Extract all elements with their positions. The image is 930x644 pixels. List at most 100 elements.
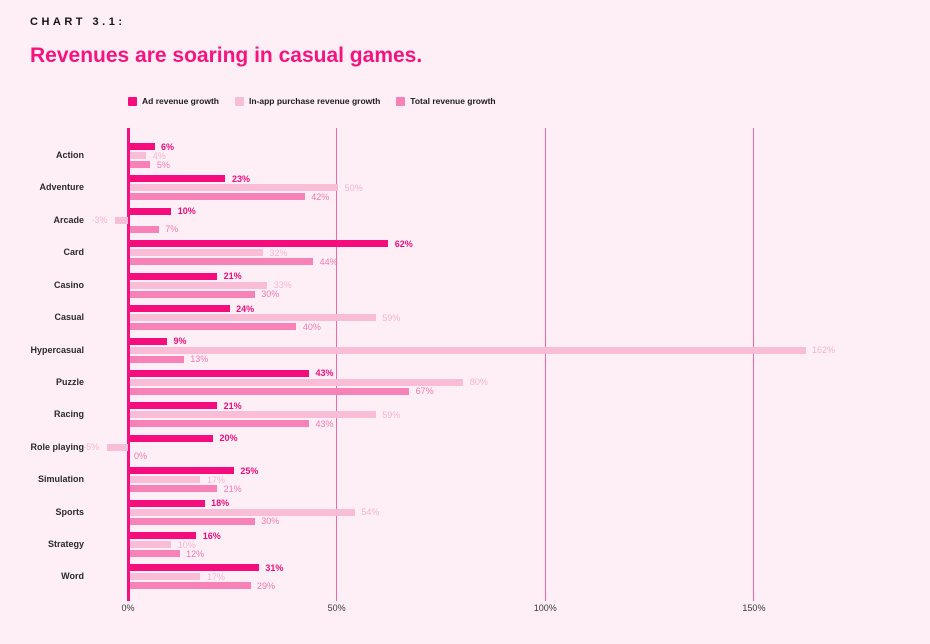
bar-value-label: 21%: [223, 400, 242, 411]
bar: [129, 258, 314, 266]
category-label: Word: [61, 571, 84, 582]
bar: [129, 378, 464, 386]
bar-value-label: -5%: [83, 442, 100, 453]
x-tick-label: 50%: [327, 603, 346, 613]
bar: [129, 143, 155, 150]
category-label: Sports: [55, 506, 84, 517]
bar-value-label: 12%: [186, 548, 205, 559]
bar: [107, 443, 128, 451]
bar-value-label: 59%: [382, 312, 401, 323]
bar: [129, 193, 305, 201]
category-label: Card: [63, 247, 84, 258]
bar: [129, 467, 234, 475]
legend-label: Ad revenue growth: [142, 96, 219, 106]
bar: [129, 175, 226, 183]
bar-value-label: 29%: [257, 580, 276, 591]
bar: [129, 290, 255, 298]
gridline: [336, 128, 338, 601]
gridline: [544, 128, 546, 601]
bar: [115, 216, 128, 224]
bar: [129, 434, 213, 442]
bar: [129, 369, 309, 377]
bar-value-label: 17%: [206, 571, 225, 582]
bar: [129, 355, 184, 363]
bar-value-label: 30%: [261, 289, 280, 300]
gridline: [753, 128, 755, 601]
bar-value-label: 50%: [344, 182, 363, 193]
bar-value-label: 43%: [315, 368, 334, 379]
x-tick-label: 0%: [121, 603, 135, 613]
category-label: Casual: [54, 312, 84, 323]
bar: [129, 508, 355, 516]
bar: [129, 411, 376, 419]
bar-value-label: 25%: [240, 465, 259, 476]
chart-kicker: CHART 3.1:: [30, 16, 126, 28]
bar: [129, 485, 218, 493]
bar-value-label: 42%: [311, 191, 330, 202]
bar-value-label: 23%: [231, 173, 250, 184]
bar-value-label: 21%: [223, 271, 242, 282]
legend-item: In-app purchase revenue growth: [234, 96, 380, 106]
bar-value-label: 67%: [415, 386, 434, 397]
bar: [129, 161, 151, 168]
bar-value-label: 4%: [152, 150, 166, 161]
legend-swatch: [396, 96, 406, 106]
bar-value-label: 54%: [361, 507, 380, 518]
bar-value-label: 7%: [165, 224, 179, 235]
x-tick-label: 150%: [742, 603, 766, 613]
bar: [129, 564, 259, 572]
legend-label: Total revenue growth: [410, 96, 496, 106]
bar: [129, 499, 205, 507]
legend-swatch: [128, 96, 137, 106]
category-label: Puzzle: [55, 376, 84, 387]
bar-value-label: 62%: [394, 238, 413, 249]
bar: [129, 582, 251, 590]
bar: [129, 346, 806, 354]
bar-value-label: 5%: [156, 159, 170, 170]
legend-swatch: [234, 96, 244, 106]
bar-value-label: 33%: [273, 280, 292, 291]
category-label: Role playing: [30, 441, 84, 452]
bar: [129, 517, 255, 525]
axis-zero-line: [126, 128, 130, 601]
bar: [129, 337, 168, 345]
bar: [129, 323, 297, 331]
bar: [129, 550, 180, 558]
category-label: Arcade: [53, 214, 84, 225]
bar-value-label: 44%: [319, 256, 338, 267]
legend-item: Ad revenue growth: [128, 96, 219, 106]
bar-value-label: 9%: [173, 336, 187, 347]
bar: [129, 573, 201, 581]
bar-value-label: 10%: [177, 206, 196, 217]
bar: [129, 225, 159, 233]
bar-value-label: -3%: [91, 215, 108, 226]
category-label: Adventure: [39, 182, 84, 193]
x-tick-label: 100%: [533, 603, 557, 613]
bar-value-label: 16%: [202, 530, 221, 541]
category-label: Casino: [53, 279, 84, 290]
bar-value-label: 18%: [211, 498, 230, 509]
category-label: Simulation: [37, 474, 84, 485]
bar: [129, 532, 197, 540]
bar: [129, 387, 410, 395]
bar: [129, 207, 172, 215]
bar-value-label: 10%: [177, 539, 196, 550]
bar: [129, 249, 264, 257]
category-label: Action: [56, 150, 84, 160]
bar: [129, 314, 376, 322]
bar-value-label: 31%: [265, 562, 284, 573]
bar-value-label: 40%: [302, 321, 321, 332]
bar: [129, 272, 218, 280]
bar: [129, 281, 268, 289]
bar-value-label: 59%: [382, 409, 401, 420]
legend-item: Total revenue growth: [396, 96, 496, 106]
bar-value-label: 43%: [315, 418, 334, 429]
bar: [129, 184, 339, 192]
bar-value-label: 80%: [469, 377, 488, 388]
bar: [129, 402, 218, 410]
bar-value-label: 20%: [219, 433, 238, 444]
bar: [129, 152, 147, 159]
bar-value-label: 24%: [236, 303, 255, 314]
